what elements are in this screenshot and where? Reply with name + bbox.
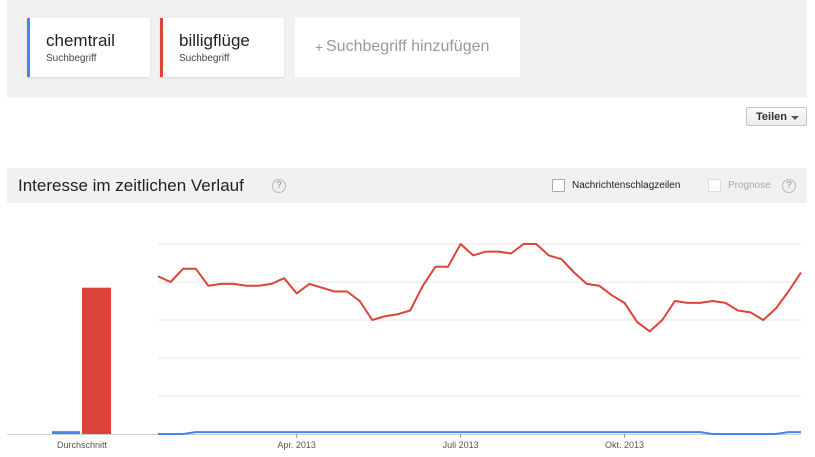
add-term-button[interactable]: + Suchbegriff hinzufügen [295, 18, 520, 77]
share-button[interactable]: Teilen [746, 107, 807, 126]
forecast-label: Prognose [728, 180, 771, 191]
chart-lines [157, 243, 802, 435]
interest-over-time-header: Interesse im zeitlichen Verlauf ? Nachri… [7, 168, 807, 203]
forecast-help-icon[interactable]: ? [782, 179, 796, 193]
term-card-billigfluege[interactable]: billigflüge Suchbegriff [160, 18, 284, 77]
news-headlines-checkbox[interactable] [552, 179, 565, 192]
plus-icon: + [315, 39, 324, 55]
tick-label: Okt. 2013 [605, 440, 644, 450]
series-line-billigflge [157, 243, 802, 333]
average-bar-0 [52, 431, 80, 434]
term-type: Suchbegriff [179, 53, 230, 64]
term-name: chemtrail [46, 31, 115, 50]
forecast-checkbox [708, 179, 721, 192]
average-bar-1 [82, 287, 111, 434]
add-term-label: Suchbegriff hinzufügen [326, 38, 490, 55]
chart-grid [7, 243, 801, 435]
interest-chart: Durchschnitt Apr. 2013 Juli 2013 Okt. 2013 [7, 243, 802, 450]
share-label: Teilen [756, 111, 787, 123]
average-bars: Durchschnitt [52, 287, 111, 450]
search-term-bar: chemtrail Suchbegriff billigflüge Suchbe… [7, 0, 807, 98]
section-title: Interesse im zeitlichen Verlauf [18, 176, 244, 195]
term-name: billigflüge [179, 31, 250, 50]
news-headlines-label: Nachrichtenschlagzeilen [572, 180, 681, 191]
x-axis-ticks: Apr. 2013 Juli 2013 Okt. 2013 [277, 434, 644, 450]
average-label: Durchschnitt [57, 440, 108, 450]
series-line-chemtrail [158, 431, 801, 435]
term-card-chemtrail[interactable]: chemtrail Suchbegriff [27, 18, 150, 77]
chevron-down-icon [791, 116, 799, 120]
term-color-stripe [27, 18, 30, 77]
tick-label: Juli 2013 [443, 440, 479, 450]
term-color-stripe [160, 18, 163, 77]
help-icon[interactable]: ? [272, 179, 286, 193]
tick-label: Apr. 2013 [277, 440, 316, 450]
term-type: Suchbegriff [46, 53, 97, 64]
